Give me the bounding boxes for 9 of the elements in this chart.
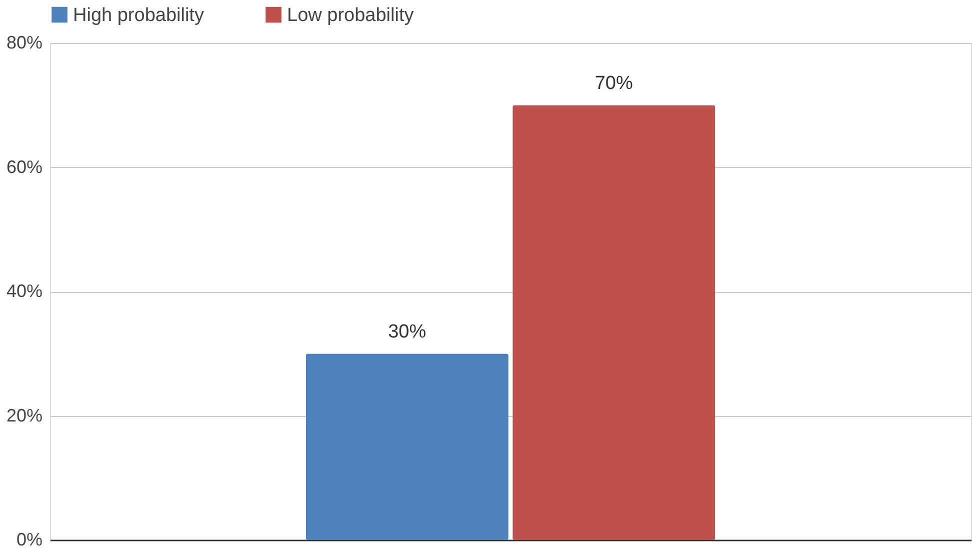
y-tick-label: 80%	[6, 32, 42, 52]
data-label: 70%	[594, 73, 633, 94]
y-tick-label: 60%	[6, 156, 42, 177]
data-label: 30%	[388, 322, 426, 343]
y-tick-label: 20%	[6, 405, 42, 426]
y-tick-label: 40%	[6, 281, 42, 301]
legend-label: High probability	[73, 4, 204, 26]
legend-label: Low probability	[287, 4, 414, 26]
y-tick-label: 0%	[16, 530, 42, 550]
